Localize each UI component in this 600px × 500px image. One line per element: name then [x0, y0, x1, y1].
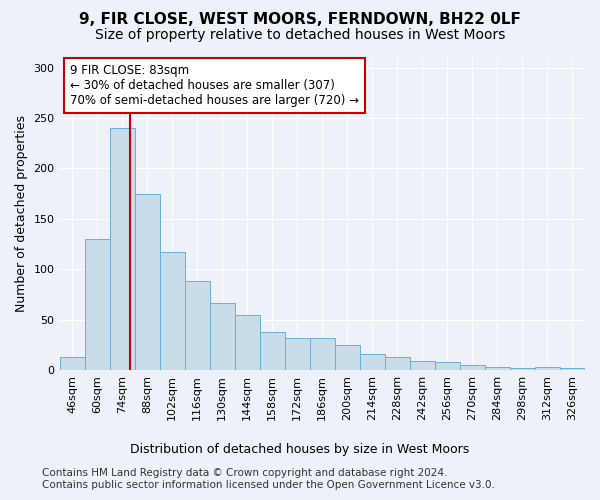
Bar	[85, 239, 110, 370]
Bar	[535, 367, 560, 370]
Text: Distribution of detached houses by size in West Moors: Distribution of detached houses by size …	[130, 442, 470, 456]
Bar	[235, 314, 260, 370]
Bar	[410, 361, 435, 370]
Bar	[310, 338, 335, 370]
Bar	[59, 357, 85, 370]
Bar	[134, 194, 160, 370]
Bar	[485, 367, 510, 370]
Bar	[260, 332, 285, 370]
Text: 9, FIR CLOSE, WEST MOORS, FERNDOWN, BH22 0LF: 9, FIR CLOSE, WEST MOORS, FERNDOWN, BH22…	[79, 12, 521, 28]
Bar	[435, 362, 460, 370]
Text: 9 FIR CLOSE: 83sqm
← 30% of detached houses are smaller (307)
70% of semi-detach: 9 FIR CLOSE: 83sqm ← 30% of detached hou…	[70, 64, 359, 107]
Bar	[335, 345, 360, 370]
Text: Contains public sector information licensed under the Open Government Licence v3: Contains public sector information licen…	[42, 480, 495, 490]
Bar	[209, 304, 235, 370]
Bar	[510, 368, 535, 370]
Bar	[560, 368, 585, 370]
Y-axis label: Number of detached properties: Number of detached properties	[15, 116, 28, 312]
Bar	[185, 282, 209, 370]
Text: Contains HM Land Registry data © Crown copyright and database right 2024.: Contains HM Land Registry data © Crown c…	[42, 468, 448, 477]
Bar	[110, 128, 134, 370]
Text: Size of property relative to detached houses in West Moors: Size of property relative to detached ho…	[95, 28, 505, 42]
Bar	[360, 354, 385, 370]
Bar	[460, 365, 485, 370]
Bar	[160, 252, 185, 370]
Bar	[385, 357, 410, 370]
Bar	[285, 338, 310, 370]
